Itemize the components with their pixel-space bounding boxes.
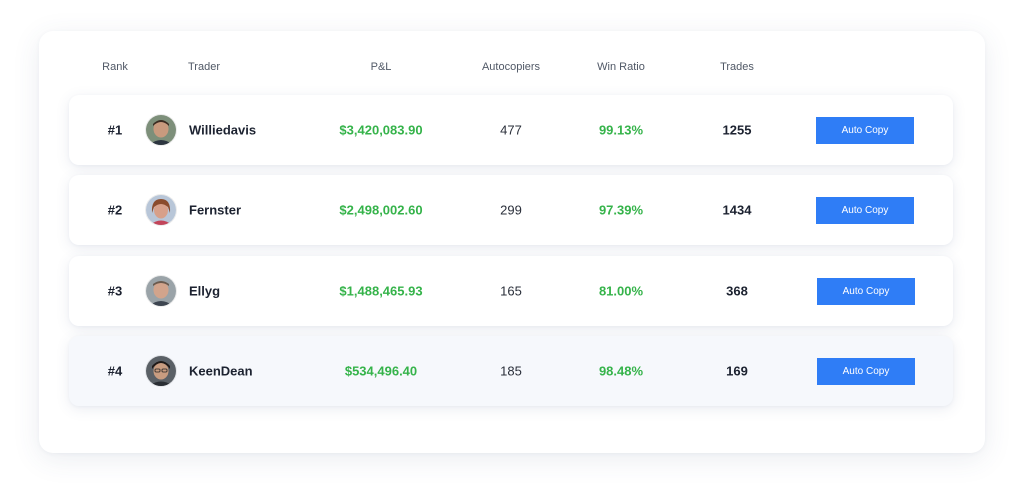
column-header-rank: Rank bbox=[102, 61, 128, 73]
rank-cell: #3 bbox=[107, 283, 123, 299]
table-row: #3 Ellyg $1,488,465.93 165 81.00% 368 Au… bbox=[69, 256, 953, 326]
trades-cell: 1434 bbox=[722, 202, 752, 218]
trader-avatar-icon bbox=[146, 356, 176, 386]
table-row: #2 Fernster $2,498,002.60 299 97.39% 143… bbox=[69, 175, 953, 245]
win-ratio-cell: 97.39% bbox=[598, 202, 644, 218]
auto-copy-button[interactable]: Auto Copy bbox=[817, 278, 915, 305]
trader-name[interactable]: KeenDean bbox=[189, 363, 253, 379]
trades-cell: 1255 bbox=[722, 122, 752, 138]
column-header-autocopiers: Autocopiers bbox=[481, 61, 541, 73]
pnl-cell: $2,498,002.60 bbox=[339, 202, 423, 218]
autocopiers-cell: 299 bbox=[500, 202, 522, 218]
column-header-trades: Trades bbox=[720, 61, 754, 73]
autocopiers-cell: 477 bbox=[500, 122, 522, 138]
pnl-cell: $3,420,083.90 bbox=[339, 122, 423, 138]
auto-copy-button[interactable]: Auto Copy bbox=[816, 197, 914, 224]
trader-avatar-icon bbox=[146, 276, 176, 306]
column-header-pnl: P&L bbox=[370, 61, 392, 73]
trader-name[interactable]: Fernster bbox=[189, 202, 242, 218]
win-ratio-cell: 99.13% bbox=[598, 122, 644, 138]
trader-avatar-icon bbox=[146, 115, 176, 145]
rank-cell: #1 bbox=[107, 122, 123, 138]
auto-copy-button[interactable]: Auto Copy bbox=[816, 117, 914, 144]
autocopiers-cell: 185 bbox=[500, 363, 522, 379]
table-header: Rank Trader P&L Autocopiers Win Ratio Tr… bbox=[39, 31, 985, 103]
pnl-cell: $1,488,465.93 bbox=[339, 283, 423, 299]
table-row: #4 KeenDean $534,496.40 185 98.48% 169 A… bbox=[69, 336, 953, 406]
rank-cell: #4 bbox=[107, 363, 123, 379]
pnl-cell: $534,496.40 bbox=[344, 363, 418, 379]
trader-name[interactable]: Ellyg bbox=[189, 283, 221, 299]
leaderboard-card: Rank Trader P&L Autocopiers Win Ratio Tr… bbox=[39, 31, 985, 453]
trades-cell: 368 bbox=[726, 283, 748, 299]
trades-cell: 169 bbox=[726, 363, 748, 379]
win-ratio-cell: 98.48% bbox=[598, 363, 644, 379]
table-row: #1 Williedavis $3,420,083.90 477 99.13% … bbox=[69, 95, 953, 165]
auto-copy-button[interactable]: Auto Copy bbox=[817, 358, 915, 385]
win-ratio-cell: 81.00% bbox=[598, 283, 644, 299]
column-header-win-ratio: Win Ratio bbox=[597, 61, 645, 73]
rank-cell: #2 bbox=[107, 202, 123, 218]
trader-avatar-icon bbox=[146, 195, 176, 225]
autocopiers-cell: 165 bbox=[500, 283, 522, 299]
column-header-trader: Trader bbox=[188, 61, 220, 73]
trader-name[interactable]: Williedavis bbox=[189, 122, 257, 138]
